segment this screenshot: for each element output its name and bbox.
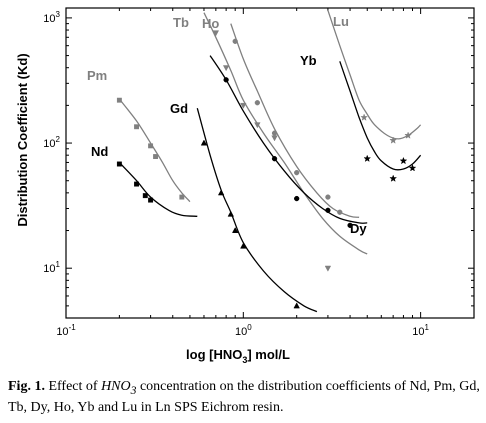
point-ho bbox=[337, 209, 343, 215]
point-gd bbox=[217, 189, 225, 196]
point-nd bbox=[142, 193, 148, 199]
point-nd bbox=[116, 161, 122, 167]
y-tick-label: 101 bbox=[43, 260, 60, 275]
data-markers bbox=[116, 30, 417, 309]
x-tick-label: 100 bbox=[235, 323, 252, 338]
series-label-tb: Tb bbox=[173, 15, 189, 30]
point-gd bbox=[293, 302, 300, 309]
kd-vs-hno3-chart: 10-1 100 101 101 102 103 Nd Pm Gd Tb Ho Dy Yb Lu log… bbox=[15, 7, 475, 365]
curve-gd bbox=[196, 108, 318, 313]
point-yb bbox=[363, 154, 372, 162]
point-dy bbox=[271, 156, 278, 162]
x-tick-label: 10-1 bbox=[56, 323, 76, 338]
point-ho bbox=[254, 100, 261, 106]
series-label-nd: Nd bbox=[91, 144, 108, 159]
point-dy bbox=[347, 222, 353, 228]
point-gd bbox=[227, 210, 235, 217]
y-tick-label: 103 bbox=[43, 10, 60, 25]
y-tick-label: 102 bbox=[43, 135, 60, 150]
series-labels: Nd Pm Gd Tb Ho Dy Yb Lu bbox=[87, 14, 367, 236]
point-gd bbox=[231, 226, 239, 233]
plot-frame bbox=[65, 7, 475, 319]
point-dy bbox=[294, 195, 300, 202]
series-label-yb: Yb bbox=[300, 53, 317, 68]
curve-pm bbox=[118, 98, 191, 203]
point-tb bbox=[240, 102, 247, 109]
point-pm bbox=[116, 97, 122, 103]
fit-curves bbox=[118, 10, 422, 313]
curve-tb bbox=[203, 12, 368, 255]
series-label-ho: Ho bbox=[202, 16, 219, 31]
series-label-dy: Dy bbox=[350, 221, 367, 236]
point-nd bbox=[148, 197, 154, 203]
point-nd bbox=[134, 181, 140, 187]
point-ho bbox=[232, 38, 238, 44]
point-gd bbox=[200, 139, 208, 146]
series-label-pm: Pm bbox=[87, 68, 107, 83]
curve-lu bbox=[327, 10, 422, 140]
point-yb bbox=[408, 164, 417, 172]
curve-ho bbox=[230, 23, 360, 218]
point-tb bbox=[222, 65, 230, 72]
series-label-lu: Lu bbox=[333, 14, 349, 29]
point-pm bbox=[153, 154, 159, 160]
point-lu bbox=[404, 131, 412, 139]
caption-chem: HNO3 bbox=[101, 379, 137, 397]
point-tb bbox=[271, 135, 278, 142]
figure-caption: Fig. 1. Effect of HNO3 concentration on … bbox=[8, 378, 480, 416]
point-gd bbox=[240, 242, 247, 249]
point-yb bbox=[399, 156, 408, 165]
point-tb bbox=[324, 265, 332, 272]
point-ho bbox=[325, 194, 331, 200]
curve-dy bbox=[209, 55, 368, 224]
point-pm bbox=[134, 124, 140, 130]
point-lu bbox=[360, 113, 369, 121]
point-tb bbox=[212, 30, 220, 37]
point-ho bbox=[294, 170, 300, 176]
curve-yb bbox=[339, 61, 422, 171]
figure-label: Fig. 1. bbox=[8, 379, 45, 394]
y-axis-title: Distribution Coefficient (Kd) bbox=[15, 53, 30, 226]
caption-text-1: Effect of bbox=[44, 379, 102, 394]
curve-nd bbox=[118, 161, 198, 217]
axis-ticks: 10-1 100 101 101 102 103 bbox=[43, 8, 475, 338]
point-dy bbox=[325, 207, 331, 213]
caption-text-2: concentration on the distribution coeffi… bbox=[8, 379, 480, 415]
x-axis-title: log [HNO3] mol/L bbox=[186, 347, 290, 365]
point-pm bbox=[148, 143, 154, 149]
point-lu bbox=[389, 136, 398, 144]
x-tick-label: 101 bbox=[412, 323, 429, 338]
point-tb bbox=[254, 122, 261, 129]
series-label-gd: Gd bbox=[170, 101, 188, 116]
point-pm bbox=[179, 194, 185, 200]
point-ho bbox=[271, 130, 278, 136]
point-dy bbox=[223, 77, 229, 83]
point-yb bbox=[389, 174, 398, 182]
